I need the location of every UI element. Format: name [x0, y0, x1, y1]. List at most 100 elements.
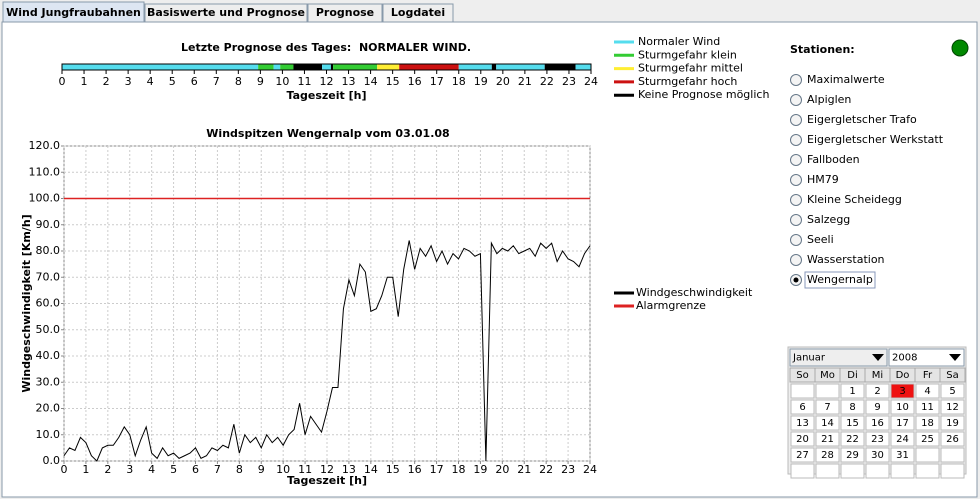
day-cell[interactable]	[890, 415, 915, 431]
day-label[interactable]: 27	[796, 450, 809, 461]
day-label[interactable]: 17	[896, 418, 909, 429]
day-label[interactable]: 16	[871, 418, 884, 429]
day-cell[interactable]	[815, 415, 840, 431]
day-label[interactable]: 1	[849, 386, 855, 397]
radio-label[interactable]: Kleine Scheidegg	[807, 193, 902, 206]
forecast-title: Letzte Prognose des Tages: NORMALER WIND…	[181, 41, 471, 54]
radio-button[interactable]	[790, 154, 802, 166]
day-cell[interactable]	[815, 399, 840, 415]
day-label[interactable]: 9	[874, 402, 880, 413]
day-label[interactable]: 14	[821, 418, 834, 429]
day-label[interactable]: 25	[921, 434, 934, 445]
radio-label[interactable]: Fallboden	[807, 153, 860, 166]
radio-button[interactable]	[790, 134, 802, 146]
radio-button[interactable]	[790, 214, 802, 226]
day-label[interactable]: 31	[896, 450, 909, 461]
day-label[interactable]: 7	[824, 402, 830, 413]
day-label[interactable]: 18	[921, 418, 934, 429]
day-cell[interactable]	[865, 399, 890, 415]
tab[interactable]	[144, 3, 308, 23]
day-cell[interactable]	[790, 399, 815, 415]
day-cell[interactable]	[915, 383, 940, 399]
tab-label[interactable]: Basiswerte und Prognose	[147, 6, 305, 19]
day-cell[interactable]	[890, 399, 915, 415]
radio-label[interactable]: HM79	[807, 173, 839, 186]
day-label[interactable]: 4	[924, 386, 930, 397]
day-cell[interactable]	[865, 447, 890, 463]
radio-label[interactable]: Seeli	[807, 233, 834, 246]
day-label[interactable]: 6	[799, 402, 805, 413]
tab[interactable]	[382, 3, 454, 23]
day-label[interactable]: 8	[849, 402, 855, 413]
day-cell[interactable]	[890, 431, 915, 447]
tab[interactable]	[2, 1, 145, 23]
day-label[interactable]: 2	[874, 386, 880, 397]
x-tick-label: 16	[408, 75, 422, 88]
day-cell[interactable]	[890, 383, 915, 399]
radio-button[interactable]	[790, 254, 802, 266]
day-cell[interactable]	[790, 415, 815, 431]
day-label[interactable]: 23	[871, 434, 884, 445]
day-label[interactable]: 20	[796, 434, 809, 445]
radio-button[interactable]	[790, 234, 802, 246]
radio-label[interactable]: Maximalwerte	[807, 73, 885, 86]
day-label[interactable]: 5	[949, 386, 955, 397]
day-cell[interactable]	[840, 399, 865, 415]
day-label[interactable]: 22	[846, 434, 859, 445]
day-label[interactable]: 19	[946, 418, 959, 429]
day-cell[interactable]	[815, 447, 840, 463]
day-label[interactable]: 28	[821, 450, 834, 461]
day-cell[interactable]	[840, 431, 865, 447]
day-label[interactable]: 3	[899, 386, 905, 397]
day-cell[interactable]	[840, 415, 865, 431]
day-label[interactable]: 12	[946, 402, 959, 413]
x-tick-label: 8	[236, 463, 243, 476]
day-cell[interactable]	[790, 431, 815, 447]
radio-label[interactable]: Wengernalp	[807, 273, 873, 286]
radio-button[interactable]	[790, 94, 802, 106]
x-tick-label: 15	[386, 463, 400, 476]
tab[interactable]	[307, 3, 383, 23]
day-cell[interactable]	[840, 383, 865, 399]
tab-label[interactable]: Wind Jungfraubahnen	[6, 6, 141, 19]
radio-label[interactable]: Alpiglen	[807, 93, 851, 106]
day-cell[interactable]	[840, 447, 865, 463]
year-combo[interactable]	[888, 348, 965, 367]
year-label[interactable]: 2008	[892, 353, 917, 364]
day-cell[interactable]	[940, 399, 965, 415]
day-label[interactable]: 21	[821, 434, 834, 445]
day-cell[interactable]	[940, 431, 965, 447]
radio-button[interactable]	[790, 74, 802, 86]
day-cell[interactable]	[815, 431, 840, 447]
day-cell[interactable]	[940, 383, 965, 399]
tab-label[interactable]: Logdatei	[391, 6, 445, 19]
radio-button[interactable]	[790, 114, 802, 126]
day-cell[interactable]	[915, 399, 940, 415]
day-cell[interactable]	[790, 447, 815, 463]
radio-button[interactable]	[790, 194, 802, 206]
day-cell[interactable]	[940, 415, 965, 431]
month-combo[interactable]	[789, 348, 888, 367]
day-label[interactable]: 11	[921, 402, 934, 413]
tab-label[interactable]: Prognose	[316, 6, 374, 19]
day-label[interactable]: 29	[846, 450, 859, 461]
day-label[interactable]: 13	[796, 418, 809, 429]
day-cell[interactable]	[865, 383, 890, 399]
day-label[interactable]: 30	[871, 450, 884, 461]
day-label[interactable]: 24	[896, 434, 909, 445]
radio-label[interactable]: Salzegg	[807, 213, 850, 226]
day-cell[interactable]	[915, 431, 940, 447]
radio-label[interactable]: Eigergletscher Werkstatt	[807, 133, 944, 146]
day-label[interactable]: 10	[896, 402, 909, 413]
day-cell[interactable]	[865, 415, 890, 431]
day-label[interactable]: 15	[846, 418, 859, 429]
day-cell[interactable]	[865, 431, 890, 447]
radio-button[interactable]	[790, 174, 802, 186]
day-cell[interactable]	[915, 415, 940, 431]
radio-label[interactable]: Eigergletscher Trafo	[807, 113, 917, 126]
day-label[interactable]: 26	[946, 434, 959, 445]
day-cell[interactable]	[890, 447, 915, 463]
radio-label[interactable]: Wasserstation	[807, 253, 885, 266]
x-tick-label: 3	[125, 75, 132, 88]
month-label[interactable]: Januar	[792, 353, 826, 364]
